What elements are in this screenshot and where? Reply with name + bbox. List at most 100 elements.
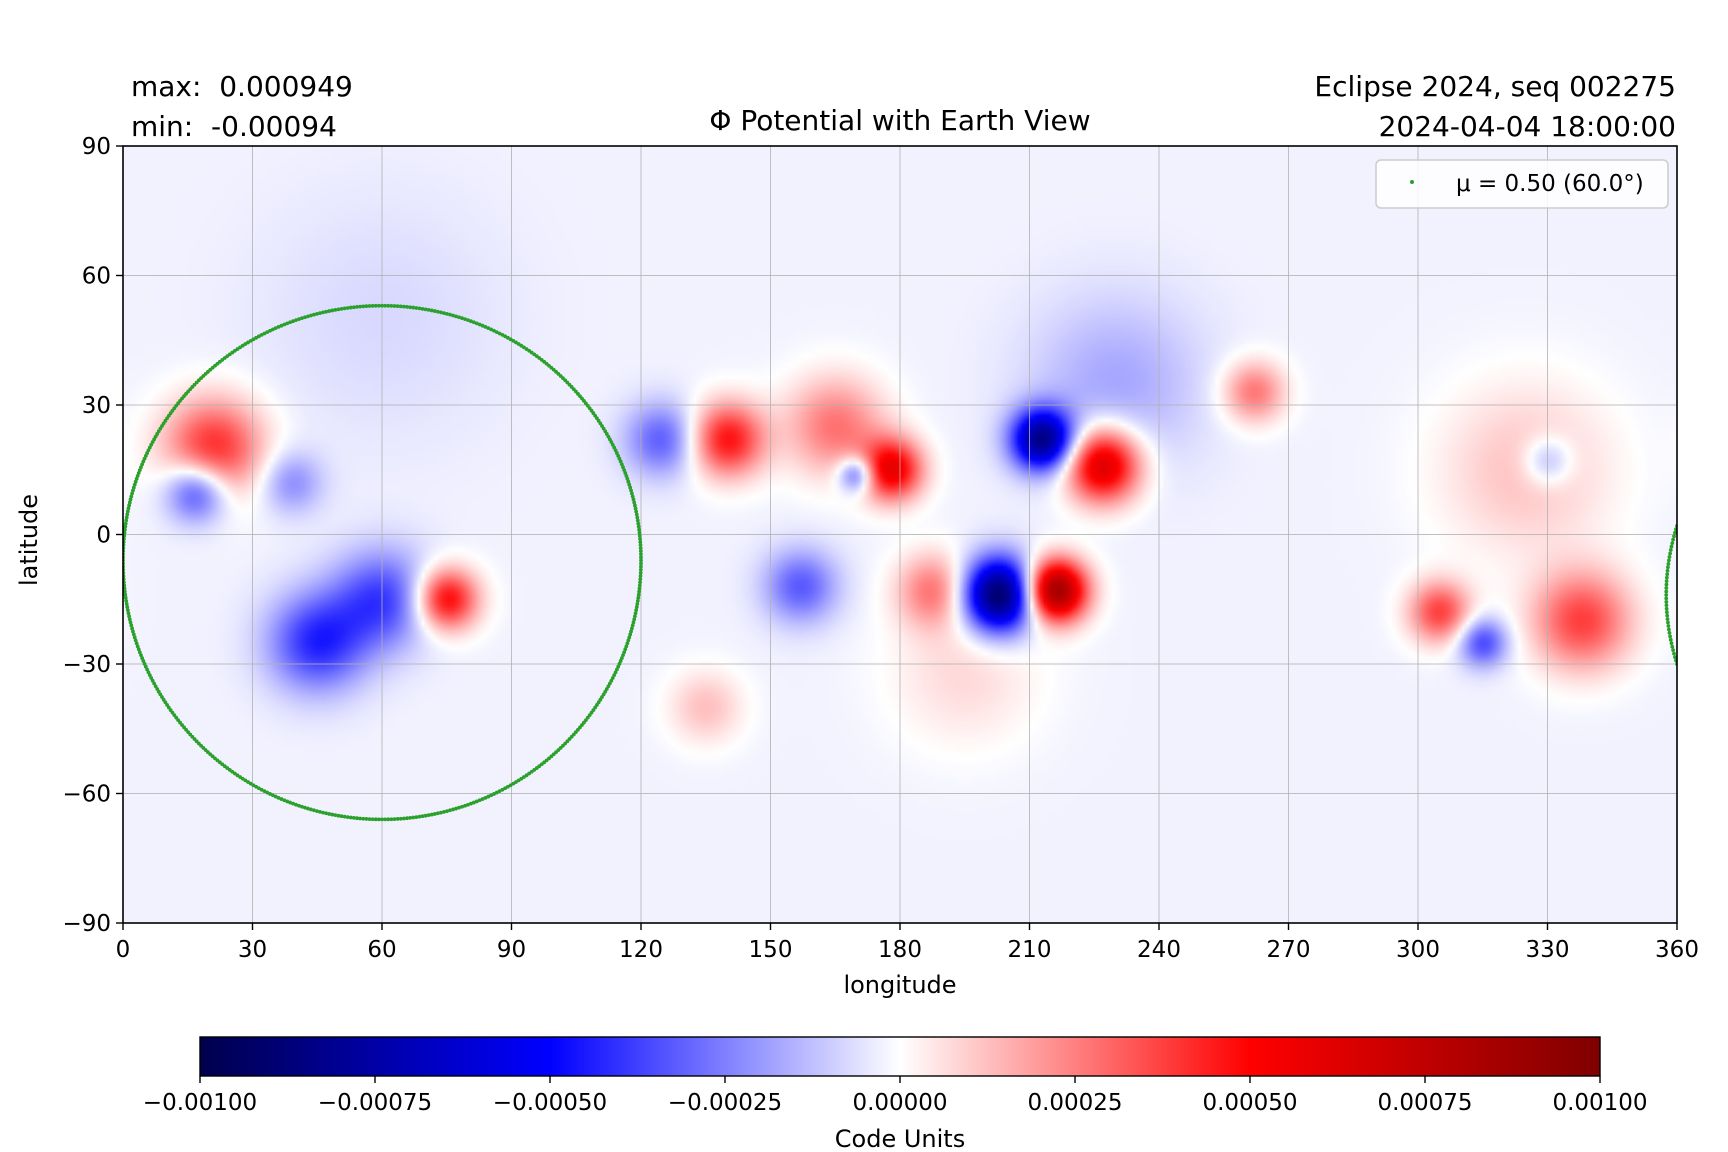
- contour-point: [294, 318, 298, 323]
- colorbar-gradient: [199, 1036, 1601, 1077]
- contour-point: [614, 667, 619, 672]
- contour-point: [417, 306, 422, 311]
- contour-point: [361, 816, 366, 821]
- contour-point: [1664, 586, 1669, 590]
- y-axis-label: latitude: [15, 494, 43, 586]
- contour-point: [442, 311, 446, 316]
- contour-point: [638, 540, 643, 544]
- contour-point: [1670, 541, 1675, 546]
- contour-point: [634, 509, 639, 514]
- contour-point: [133, 479, 138, 484]
- contour-point: [333, 307, 338, 312]
- contour-point: [610, 676, 615, 680]
- contour-point: [423, 307, 428, 312]
- contour-point: [297, 317, 301, 322]
- contour-point: [282, 798, 287, 803]
- contour-point: [389, 817, 394, 822]
- contour-point: [454, 314, 458, 319]
- contour-point: [141, 459, 146, 464]
- contour-point: [637, 527, 642, 532]
- colorbar-tick-label: 0.00075: [1377, 1090, 1472, 1116]
- contour-point: [631, 497, 636, 502]
- contour-point: [342, 814, 347, 819]
- contour-point: [486, 326, 491, 331]
- x-tick-label: 180: [878, 937, 922, 963]
- contour-point: [429, 812, 434, 817]
- contour-point: [471, 320, 476, 325]
- contour-point: [460, 316, 464, 321]
- contour-point: [442, 809, 446, 814]
- y-tick-label: 30: [82, 393, 111, 419]
- x-tick-label: 90: [497, 937, 526, 963]
- contour-point: [1668, 637, 1673, 642]
- contour-point: [617, 661, 622, 666]
- contour-point: [629, 629, 633, 634]
- y-axis-ticks: 90 60 30 0 −30 −60 −90: [62, 134, 123, 937]
- contour-point: [486, 794, 491, 799]
- chart-title: Φ Potential with Earth View: [709, 104, 1090, 137]
- contour-point: [1673, 530, 1677, 535]
- contour-point: [635, 518, 640, 523]
- contour-point: [625, 641, 630, 646]
- contour-point: [439, 310, 443, 315]
- contour-point: [624, 473, 629, 478]
- contour-point: [358, 816, 363, 821]
- contour-point: [123, 524, 128, 529]
- contour-point: [123, 521, 128, 526]
- contour-point: [633, 611, 638, 616]
- contour-point: [613, 670, 618, 675]
- contour-point: [130, 626, 134, 631]
- contour-point: [448, 312, 452, 317]
- contour-point: [435, 811, 440, 816]
- colorbar-tick-label: 0.00025: [1027, 1090, 1122, 1116]
- contour-point: [270, 793, 275, 798]
- x-tick-label: 0: [116, 937, 131, 963]
- contour-point: [489, 327, 494, 332]
- contour-point: [435, 309, 440, 314]
- contour-point: [336, 307, 341, 312]
- contour-point: [451, 807, 455, 812]
- y-tick-label: −90: [62, 911, 111, 937]
- contour-point: [297, 803, 301, 808]
- x-tick-label: 240: [1137, 937, 1181, 963]
- contour-point: [333, 813, 338, 818]
- contour-point: [268, 328, 272, 333]
- contour-point: [127, 503, 132, 508]
- contour-point: [618, 659, 623, 663]
- contour-point: [1664, 589, 1669, 594]
- contour-point: [619, 656, 624, 660]
- colorbar-tick-label: −0.00050: [493, 1090, 607, 1116]
- x-tick-label: 270: [1267, 937, 1311, 963]
- contour-point: [636, 595, 641, 600]
- contour-point: [1664, 593, 1669, 597]
- legend-label: μ = 0.50 (60.0°): [1456, 171, 1644, 197]
- contour-point: [1664, 579, 1669, 584]
- contour-point: [454, 806, 458, 811]
- contour-point: [123, 530, 127, 535]
- colorbar-tick-label: −0.00075: [318, 1090, 432, 1116]
- contour-point: [630, 626, 634, 631]
- contour-point: [327, 309, 332, 313]
- contour-point: [426, 307, 431, 312]
- contour-point: [1673, 655, 1677, 659]
- contour-point: [315, 311, 319, 316]
- contour-point: [395, 817, 400, 821]
- contour-point: [143, 664, 148, 669]
- contour-point: [386, 303, 391, 308]
- contour-point: [457, 315, 461, 320]
- contour-point: [483, 325, 488, 329]
- contour-point: [131, 488, 135, 493]
- contour-point: [621, 653, 625, 658]
- x-tick-label: 150: [749, 937, 793, 963]
- contour-point: [460, 804, 464, 809]
- contour-point: [1668, 548, 1673, 552]
- contour-point: [373, 817, 378, 822]
- contour-point: [123, 592, 128, 597]
- contour-point: [1664, 603, 1669, 608]
- contour-point: [623, 471, 628, 475]
- contour-point: [639, 564, 643, 569]
- x-tick-label: 120: [619, 937, 663, 963]
- contour-point: [466, 318, 470, 323]
- colorbar-tick-label: 0.00000: [852, 1090, 947, 1116]
- contour-point: [439, 810, 443, 815]
